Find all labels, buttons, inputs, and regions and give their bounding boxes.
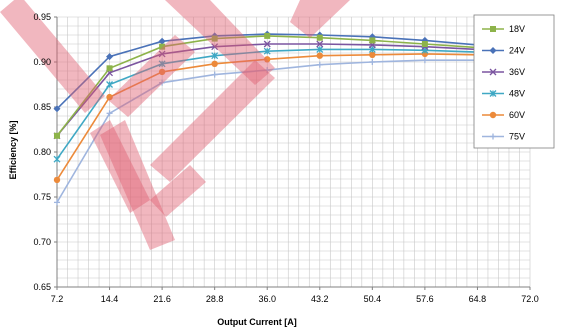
series-line-75v	[56, 58, 531, 203]
data-point-75v	[369, 59, 376, 65]
watermark-stroke	[150, 60, 275, 182]
data-point-75v	[106, 110, 113, 117]
data-point-75v	[421, 57, 428, 64]
series-layer	[53, 30, 534, 206]
data-point-75v	[264, 67, 271, 74]
data-point-18v	[316, 34, 323, 41]
data-point-36v	[263, 40, 271, 48]
x-tick-label: 28.8	[206, 294, 224, 304]
legend-marker-75v	[490, 133, 496, 140]
data-point-60v	[106, 93, 113, 101]
data-point-60v	[264, 56, 271, 63]
legend-label-24v: 24V	[509, 46, 525, 56]
legend-marker-36v	[489, 68, 497, 76]
watermark	[0, 0, 350, 250]
data-point-75v	[159, 79, 166, 86]
x-tick-label: 72.0	[521, 294, 539, 304]
data-point-18v	[106, 65, 113, 72]
data-point-60v	[53, 176, 61, 184]
legend-marker-24v	[489, 47, 497, 54]
data-point-48v	[106, 81, 114, 88]
x-axis-title: Output Current [A]	[217, 317, 296, 327]
data-point-36v	[211, 43, 219, 51]
legend-entry-60v: 60V	[482, 110, 525, 120]
data-point-24v	[106, 53, 114, 61]
legend-label-48v: 48V	[509, 89, 525, 99]
watermark-stroke	[290, 0, 350, 38]
tick-labels: 0.65 0.70 0.75 0.80 0.85 0.90 0.95 7.2 14.4 21.6 2…	[33, 12, 538, 304]
y-tick-label: 0.70	[33, 237, 51, 247]
watermark-stroke	[108, 35, 195, 117]
x-tick-label: 43.2	[311, 294, 329, 304]
data-point-48v	[316, 45, 324, 53]
legend: 18V 24V 36V 48V 60V 75V	[473, 14, 555, 149]
data-point-18v	[421, 41, 428, 47]
data-point-48v	[263, 47, 271, 55]
y-tick-label: 0.85	[33, 102, 51, 112]
data-point-48v	[211, 52, 219, 60]
data-point-60v	[158, 68, 166, 76]
data-point-75v	[316, 61, 323, 68]
legend-entry-48v: 48V	[482, 89, 525, 99]
x-tick-label: 50.4	[364, 294, 382, 304]
x-tick-label: 36.0	[258, 294, 276, 304]
legend-marker-60v	[489, 111, 497, 119]
data-point-75v	[211, 71, 218, 78]
data-point-18v	[54, 132, 60, 139]
data-point-18v	[264, 32, 271, 39]
y-tick-label: 0.65	[33, 282, 51, 292]
series-line-48v	[56, 48, 531, 160]
data-point-18v	[159, 43, 166, 50]
watermark-stroke	[150, 165, 206, 217]
data-point-18v	[369, 37, 376, 44]
data-point-60v	[369, 51, 376, 58]
data-point-18v	[211, 35, 218, 42]
y-tick-label: 0.90	[33, 57, 51, 67]
legend-label-36v: 36V	[509, 67, 525, 77]
data-point-48v	[158, 60, 166, 68]
watermark-stroke	[165, 0, 275, 85]
data-point-60v	[316, 52, 323, 59]
legend-label-75v: 75V	[509, 132, 525, 142]
legend-box	[473, 14, 555, 149]
legend-label-60v: 60V	[509, 110, 525, 120]
y-tick-label: 0.75	[33, 192, 51, 202]
data-point-24v	[158, 37, 166, 45]
series-line-18v	[56, 35, 531, 137]
data-point-24v	[53, 105, 61, 113]
x-tick-label: 57.6	[416, 294, 434, 304]
y-tick-label: 0.95	[33, 12, 51, 22]
data-point-48v	[53, 155, 61, 163]
series-line-24v	[56, 33, 531, 110]
watermark-stroke	[100, 120, 175, 250]
series-line-60v	[56, 53, 531, 181]
y-axis-title: Efficiency [%]	[8, 120, 18, 179]
data-point-60v	[211, 60, 218, 67]
legend-entry-75v: 75V	[482, 132, 525, 142]
legend-label-18v: 18V	[509, 24, 525, 34]
legend-entry-24v: 24V	[482, 46, 525, 56]
watermark-stroke	[0, 0, 105, 113]
legend-marker-48v	[489, 90, 497, 97]
data-point-75v	[54, 199, 60, 206]
legend-entry-18v: 18V	[482, 24, 525, 34]
watermark-stroke	[90, 120, 150, 213]
legend-entry-36v: 36V	[482, 67, 525, 77]
data-point-36v	[316, 40, 324, 48]
x-tick-label: 14.4	[101, 294, 119, 304]
x-tick-label: 7.2	[51, 294, 64, 304]
x-tick-label: 21.6	[153, 294, 171, 304]
legend-marker-18v	[490, 26, 496, 32]
y-tick-label: 0.80	[33, 147, 51, 157]
data-point-36v	[158, 50, 166, 58]
x-tick-label: 64.8	[469, 294, 487, 304]
series-line-36v	[56, 43, 531, 137]
